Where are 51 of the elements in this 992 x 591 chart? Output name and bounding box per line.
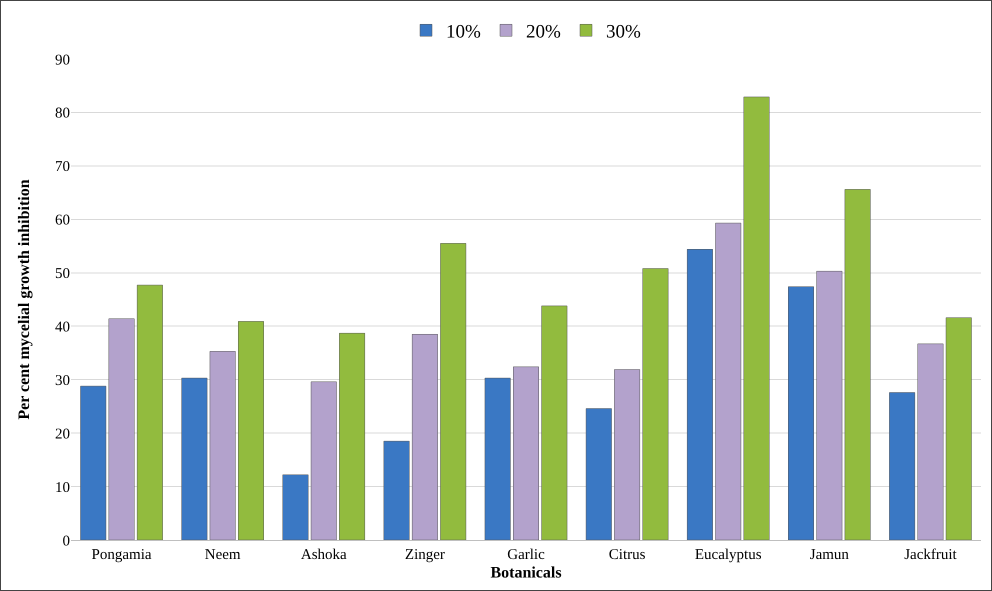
bar [339,332,366,540]
x-tick-label: Ashoka [300,547,348,563]
bar [181,378,208,540]
bar [889,392,916,540]
y-tick-label: 30 [55,372,70,389]
x-tick-label: Jamun [810,547,850,563]
y-tick-label: 40 [55,319,70,336]
bar [412,334,438,540]
bar [210,351,236,540]
y-tick-label: 90 [55,52,70,68]
x-tick-label: Jackfruit [904,547,958,563]
bar [136,284,163,540]
x-tick-label: Eucalyptus [694,547,762,563]
bar [642,268,668,540]
y-tick-label: 50 [55,266,70,282]
legend-label: 10% [446,22,481,43]
y-tick-label: 20 [55,426,70,442]
x-tick-label: Neem [204,547,241,563]
bar [744,96,770,540]
bar [686,249,713,540]
legend-label: 30% [606,22,641,43]
bar [816,270,842,540]
x-tick-label: Pongamia [92,547,152,563]
y-axis-title: Per cent mycelial growth inhibition [16,179,33,420]
x-tick-label: Garlic [507,547,546,563]
bar [310,382,337,540]
bar [946,317,972,540]
bar [844,189,871,540]
x-axis-title: Botanicals [490,564,562,582]
x-tick-label: Citrus [608,547,646,563]
bar [614,369,640,540]
bar [282,474,308,540]
y-tick-label: 60 [55,212,70,229]
bar [541,306,568,540]
y-tick-label: 80 [55,106,70,122]
bar [484,378,511,540]
y-tick-label: 10 [55,480,70,496]
bar [586,408,612,540]
bar [384,440,410,540]
bar [788,286,814,540]
y-tick-label: 70 [55,159,70,176]
x-tick-label: Zinger [404,547,445,563]
legend-label: 20% [526,22,561,43]
bar [917,344,944,540]
bar [715,222,742,540]
bar [513,366,539,540]
bar [440,243,466,540]
y-tick-label: 0 [62,533,70,550]
bar [108,318,135,540]
bar [238,321,264,540]
bar [80,386,106,540]
